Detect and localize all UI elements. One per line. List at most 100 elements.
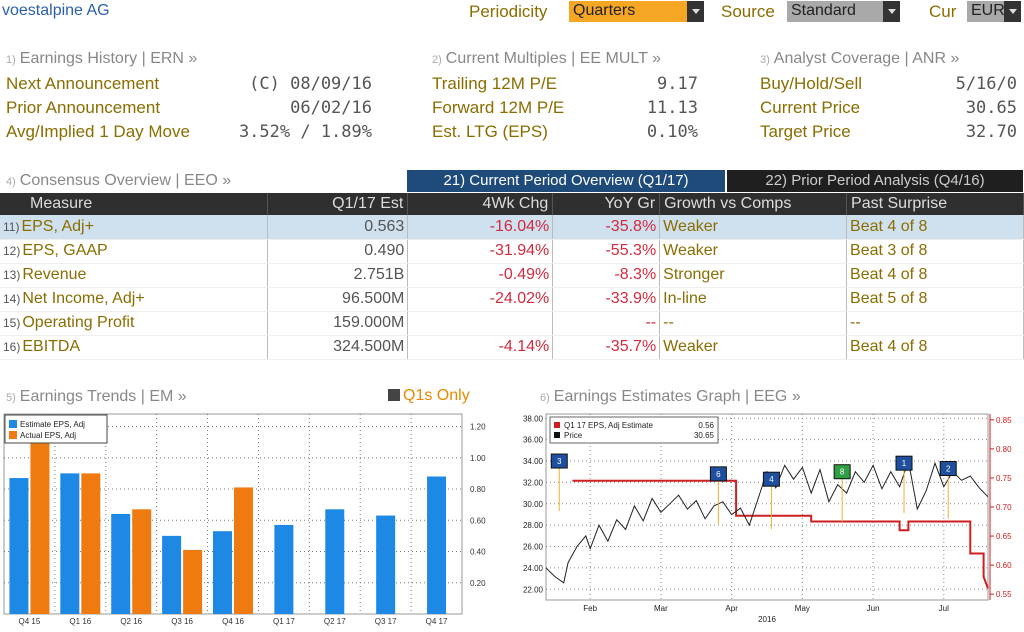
y-tick-label: 0.80: [470, 485, 486, 494]
estimate-bar: [427, 476, 447, 614]
earnings-estimates-graph-title[interactable]: 6) Earnings Estimates Graph | EEG »: [540, 388, 801, 405]
actual-bar: [183, 549, 203, 614]
x-tick-label: Apr: [725, 604, 738, 613]
earnings-trends-chart: 0.20 0.40 0.60 0.80 1.00 1.20 Q4 15 Q1 16 Q2 16 Q…: [3, 413, 486, 626]
past-surprise-cell: Beat 4 of 8: [846, 263, 1024, 288]
measure-cell[interactable]: 11) EPS, Adj+: [0, 215, 269, 240]
next-announcement-row: Next Announcement (C) 08/09/16: [6, 74, 372, 94]
left-tick-label: 26.00: [523, 543, 544, 552]
yoy-growth-cell: --: [552, 311, 661, 336]
event-marker-label: 8: [840, 468, 845, 477]
tab-current-period[interactable]: 21) Current Period Overview (Q1/17): [407, 170, 725, 192]
right-tick-label: 0.65: [996, 532, 1012, 541]
tab-prior-period[interactable]: 22) Prior Period Analysis (Q4/16): [727, 170, 1023, 192]
current-multiples-title[interactable]: 2) Current Multiples | EE MULT »: [432, 50, 661, 67]
measure-cell[interactable]: 12) EPS, GAAP: [0, 239, 269, 264]
past-surprise-cell: --: [846, 311, 1024, 336]
q1s-only-toggle[interactable]: Q1s Only: [388, 387, 470, 405]
column-header[interactable]: Q1/17 Est: [267, 193, 409, 215]
estimate-bar: [376, 515, 396, 614]
earnings-trends-title[interactable]: 5) Earnings Trends | EM »: [6, 388, 187, 405]
yoy-growth-cell: -35.8%: [552, 215, 661, 240]
avg-implied-move-row: Avg/Implied 1 Day Move 3.52% / 1.89%: [6, 122, 372, 142]
left-tick-label: 28.00: [523, 521, 544, 530]
current-price-row: Current Price 30.65: [760, 98, 1017, 118]
column-header[interactable]: Past Surprise: [846, 193, 1024, 215]
legend-label: Estimate EPS, Adj: [20, 420, 85, 429]
measure-cell[interactable]: 14) Net Income, Adj+: [0, 287, 269, 312]
source-dropdown-icon[interactable]: [883, 1, 900, 22]
table-row[interactable]: 13) Revenue 2.751B -0.49% -8.3% Stronger Beat …: [0, 263, 1024, 288]
x-tick-label: Jun: [867, 604, 880, 613]
estimate-cell: 0.563: [267, 215, 409, 240]
event-marker: [762, 471, 780, 487]
left-tick-label: 32.00: [523, 478, 544, 487]
actual-bar: [234, 487, 253, 614]
y-tick-label: 1.20: [470, 423, 486, 432]
price-line: [545, 459, 989, 584]
company-name: voestalpine AG: [2, 2, 110, 19]
event-marker: [833, 464, 851, 480]
right-tick-label: 0.55: [996, 590, 1012, 599]
x-tick-label: Q3 17: [375, 617, 397, 626]
column-header[interactable]: 4Wk Chg: [407, 193, 554, 215]
event-marker: [895, 455, 913, 471]
event-marker-label: 4: [769, 475, 774, 484]
forward-pe-row: Forward 12M P/E 11.13: [432, 98, 698, 118]
x-tick-label: Jul: [939, 604, 949, 613]
yoy-growth-cell: -55.3%: [552, 239, 661, 264]
measure-cell[interactable]: 15) Operating Profit: [0, 311, 269, 336]
table-row[interactable]: 11) EPS, Adj+ 0.563 -16.04% -35.8% Weaker Beat…: [0, 215, 1024, 240]
y-tick-label: 0.60: [470, 516, 486, 525]
measure-cell[interactable]: 13) Revenue: [0, 263, 269, 288]
x-tick-label: Q2 17: [324, 617, 346, 626]
prior-announcement-row: Prior Announcement 06/02/16: [6, 98, 372, 118]
currency-dropdown-icon[interactable]: [1004, 1, 1021, 22]
consensus-overview-title[interactable]: 4) Consensus Overview | EEO »: [6, 172, 232, 189]
legend-box: [4, 414, 108, 444]
past-surprise-cell: Beat 4 of 8: [846, 215, 1024, 240]
four-week-change-cell: [407, 311, 554, 336]
y-tick-label: 1.00: [470, 454, 486, 463]
x-tick-label: Q3 16: [171, 617, 193, 626]
growth-vs-comps-cell: Weaker: [659, 335, 848, 360]
plot-frame: [545, 413, 989, 601]
analyst-coverage-title[interactable]: 3) Analyst Coverage | ANR »: [760, 50, 960, 67]
x-year-label: 2016: [758, 615, 776, 624]
column-header[interactable]: YoY Gr: [552, 193, 661, 215]
consensus-table: Measure Q1/17 Est 4Wk Chg YoY Gr Growth …: [0, 193, 1024, 360]
legend-label: Q1 17 EPS, Adj Estimate: [564, 421, 653, 430]
actual-bar: [132, 509, 152, 614]
source-select[interactable]: Standard: [787, 1, 883, 22]
legend-label: Actual EPS, Adj: [20, 431, 76, 440]
event-marker-label: 2: [946, 465, 951, 474]
column-header[interactable]: Growth vs Comps: [659, 193, 848, 215]
table-row[interactable]: 12) EPS, GAAP 0.490 -31.94% -55.3% Weaker Beat…: [0, 239, 1024, 264]
estimate-bar: [325, 509, 345, 614]
estimate-cell: 96.500M: [267, 287, 409, 312]
periodicity-select[interactable]: Quarters: [569, 1, 687, 22]
estimate-bar: [162, 535, 182, 614]
x-tick-label: Mar: [654, 604, 668, 613]
estimate-bar: [274, 524, 294, 614]
table-row[interactable]: 16) EBITDA 324.500M -4.14% -35.7% Weaker Beat …: [0, 335, 1024, 360]
yoy-growth-cell: -33.9%: [552, 287, 661, 312]
periodicity-dropdown-icon[interactable]: [687, 1, 704, 22]
table-header-row: Measure Q1/17 Est 4Wk Chg YoY Gr Growth …: [0, 193, 1024, 215]
table-row[interactable]: 14) Net Income, Adj+ 96.500M -24.02% -33.9% I…: [0, 287, 1024, 312]
table-row[interactable]: 15) Operating Profit 159.000M -- -- --: [0, 311, 1024, 336]
event-marker-label: 6: [716, 470, 721, 479]
four-week-change-cell: -31.94%: [407, 239, 554, 264]
estimate-bar: [213, 531, 232, 614]
earnings-history-title[interactable]: 1) Earnings History | ERN »: [6, 50, 198, 67]
actual-bar: [81, 473, 101, 614]
event-marker-label: 3: [557, 457, 562, 466]
currency-select[interactable]: EUR: [967, 1, 1005, 22]
estimate-bar: [9, 478, 29, 614]
estimate-bar: [111, 514, 131, 614]
left-tick-label: 22.00: [523, 585, 544, 594]
x-tick-label: Q1 17: [273, 617, 295, 626]
column-header[interactable]: Measure: [0, 193, 269, 215]
measure-cell[interactable]: 16) EBITDA: [0, 335, 269, 360]
event-marker: [939, 461, 957, 477]
